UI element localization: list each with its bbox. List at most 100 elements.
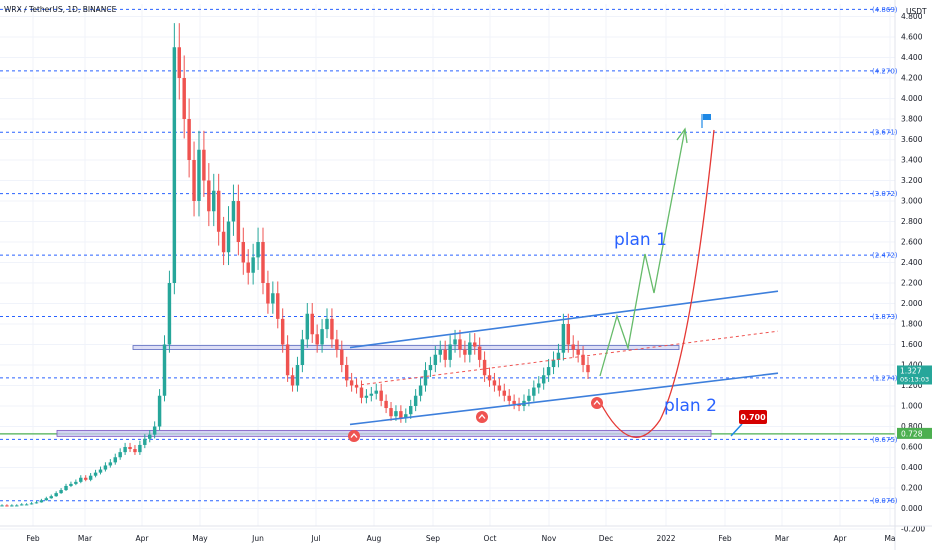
candle-body [556, 352, 561, 360]
resistance-zone [132, 345, 680, 350]
x-tick-label: Aug [367, 534, 382, 543]
candle-body [276, 293, 280, 319]
last-price-countdown: 05:13:03 [900, 375, 929, 383]
candle-body [177, 47, 182, 78]
candle-body [413, 395, 418, 406]
y-tick-label: 0.400 [901, 463, 923, 472]
candle-body [473, 342, 477, 347]
x-tick-label: Apr [136, 534, 150, 543]
candle-body [192, 160, 196, 201]
candle-body [271, 293, 275, 304]
marker-icon [593, 400, 601, 405]
candle-body [532, 387, 536, 396]
candle-body [502, 390, 507, 396]
y-tick-label: 4.000 [901, 94, 923, 103]
candle-body [438, 349, 442, 355]
y-tick-label: 2.200 [901, 279, 923, 288]
candle-body [320, 329, 324, 345]
marker-icon [348, 430, 360, 442]
candle-body [340, 349, 344, 365]
candle-body [54, 493, 58, 497]
y-tick-label: 4.800 [901, 12, 923, 21]
candle-body [428, 365, 433, 371]
x-tick-label: Mar [78, 534, 93, 543]
candle-body [295, 365, 300, 386]
candle-body [202, 149, 206, 181]
candle-body [138, 444, 142, 453]
candle-body [344, 365, 349, 381]
y-tick-label: 2.800 [901, 217, 923, 226]
y-tick-label: 4.600 [901, 33, 923, 42]
y-tick-label: 0.000 [901, 504, 923, 513]
x-tick-label: Sep [426, 534, 440, 543]
y-tick-label: 0.800 [901, 422, 923, 431]
candles [0, 23, 590, 507]
plan1-arrowhead [676, 127, 688, 144]
x-tick-label: 2022 [656, 534, 675, 543]
fib-level-label: (1.873) [872, 313, 898, 321]
candle-body [374, 390, 378, 394]
y-tick-label: 1.200 [901, 381, 923, 390]
y-tick-label: 2.400 [901, 258, 923, 267]
channel-lower-line [349, 372, 779, 426]
candle-body [389, 408, 393, 417]
y-tick-label: -0.200 [901, 525, 925, 534]
candle-body [537, 383, 541, 388]
y-tick-label: 3.200 [901, 176, 923, 185]
candle-body [290, 375, 295, 386]
last-price-tag [897, 365, 932, 385]
x-tick-label: Apr [834, 534, 848, 543]
candle-body [0, 505, 4, 507]
candle-body [24, 504, 29, 506]
candle-body [527, 395, 531, 401]
candle-body [152, 426, 157, 435]
candle-body [335, 339, 339, 350]
candle-body [10, 505, 14, 507]
candle-body [408, 406, 413, 415]
candle-body [359, 387, 364, 398]
last-price-value: 1.327 [900, 366, 922, 375]
green-price-tag [897, 427, 932, 439]
candle-body [280, 318, 285, 345]
candle-body [39, 500, 44, 503]
candle-body [197, 149, 201, 201]
candle-body [148, 434, 152, 439]
chart-title: WRX / TetherUS, 1D, BINANCE [4, 5, 117, 14]
candle-body [561, 324, 566, 353]
fib-level-label: (0.675) [872, 436, 898, 444]
candle-body [83, 477, 88, 480]
candle-body [241, 242, 246, 263]
candle-body [418, 385, 423, 396]
target-badge-text: 0.700 [740, 413, 766, 422]
marker-icon [476, 411, 488, 423]
candle-body [29, 503, 34, 505]
candle-body [113, 457, 117, 463]
plan1-annotation: plan 1 [614, 230, 667, 250]
candle-body [394, 411, 398, 417]
badge-pointer [730, 423, 743, 437]
candle-body [546, 367, 551, 376]
candle-body [172, 47, 177, 283]
candle-body [576, 349, 580, 355]
fib-level-label: (0.076) [872, 497, 898, 505]
candle-body [15, 505, 19, 507]
x-tick-label: May [192, 534, 208, 543]
candle-body [236, 201, 241, 242]
fib-level-label: (4.869) [872, 6, 898, 14]
candle-body [364, 395, 369, 398]
zones [0, 345, 895, 437]
candle-body [325, 318, 329, 330]
plan2-path [599, 129, 715, 438]
candle-body [330, 318, 334, 340]
candle-body [59, 490, 63, 494]
y-tick-label: 2.000 [901, 299, 923, 308]
green-price-value: 0.728 [901, 429, 923, 438]
candle-body [453, 339, 457, 345]
plan1-path [599, 128, 686, 377]
candle-body [187, 119, 191, 160]
candle-body [246, 262, 250, 273]
candle-body [74, 481, 78, 484]
candle-body [541, 375, 546, 384]
